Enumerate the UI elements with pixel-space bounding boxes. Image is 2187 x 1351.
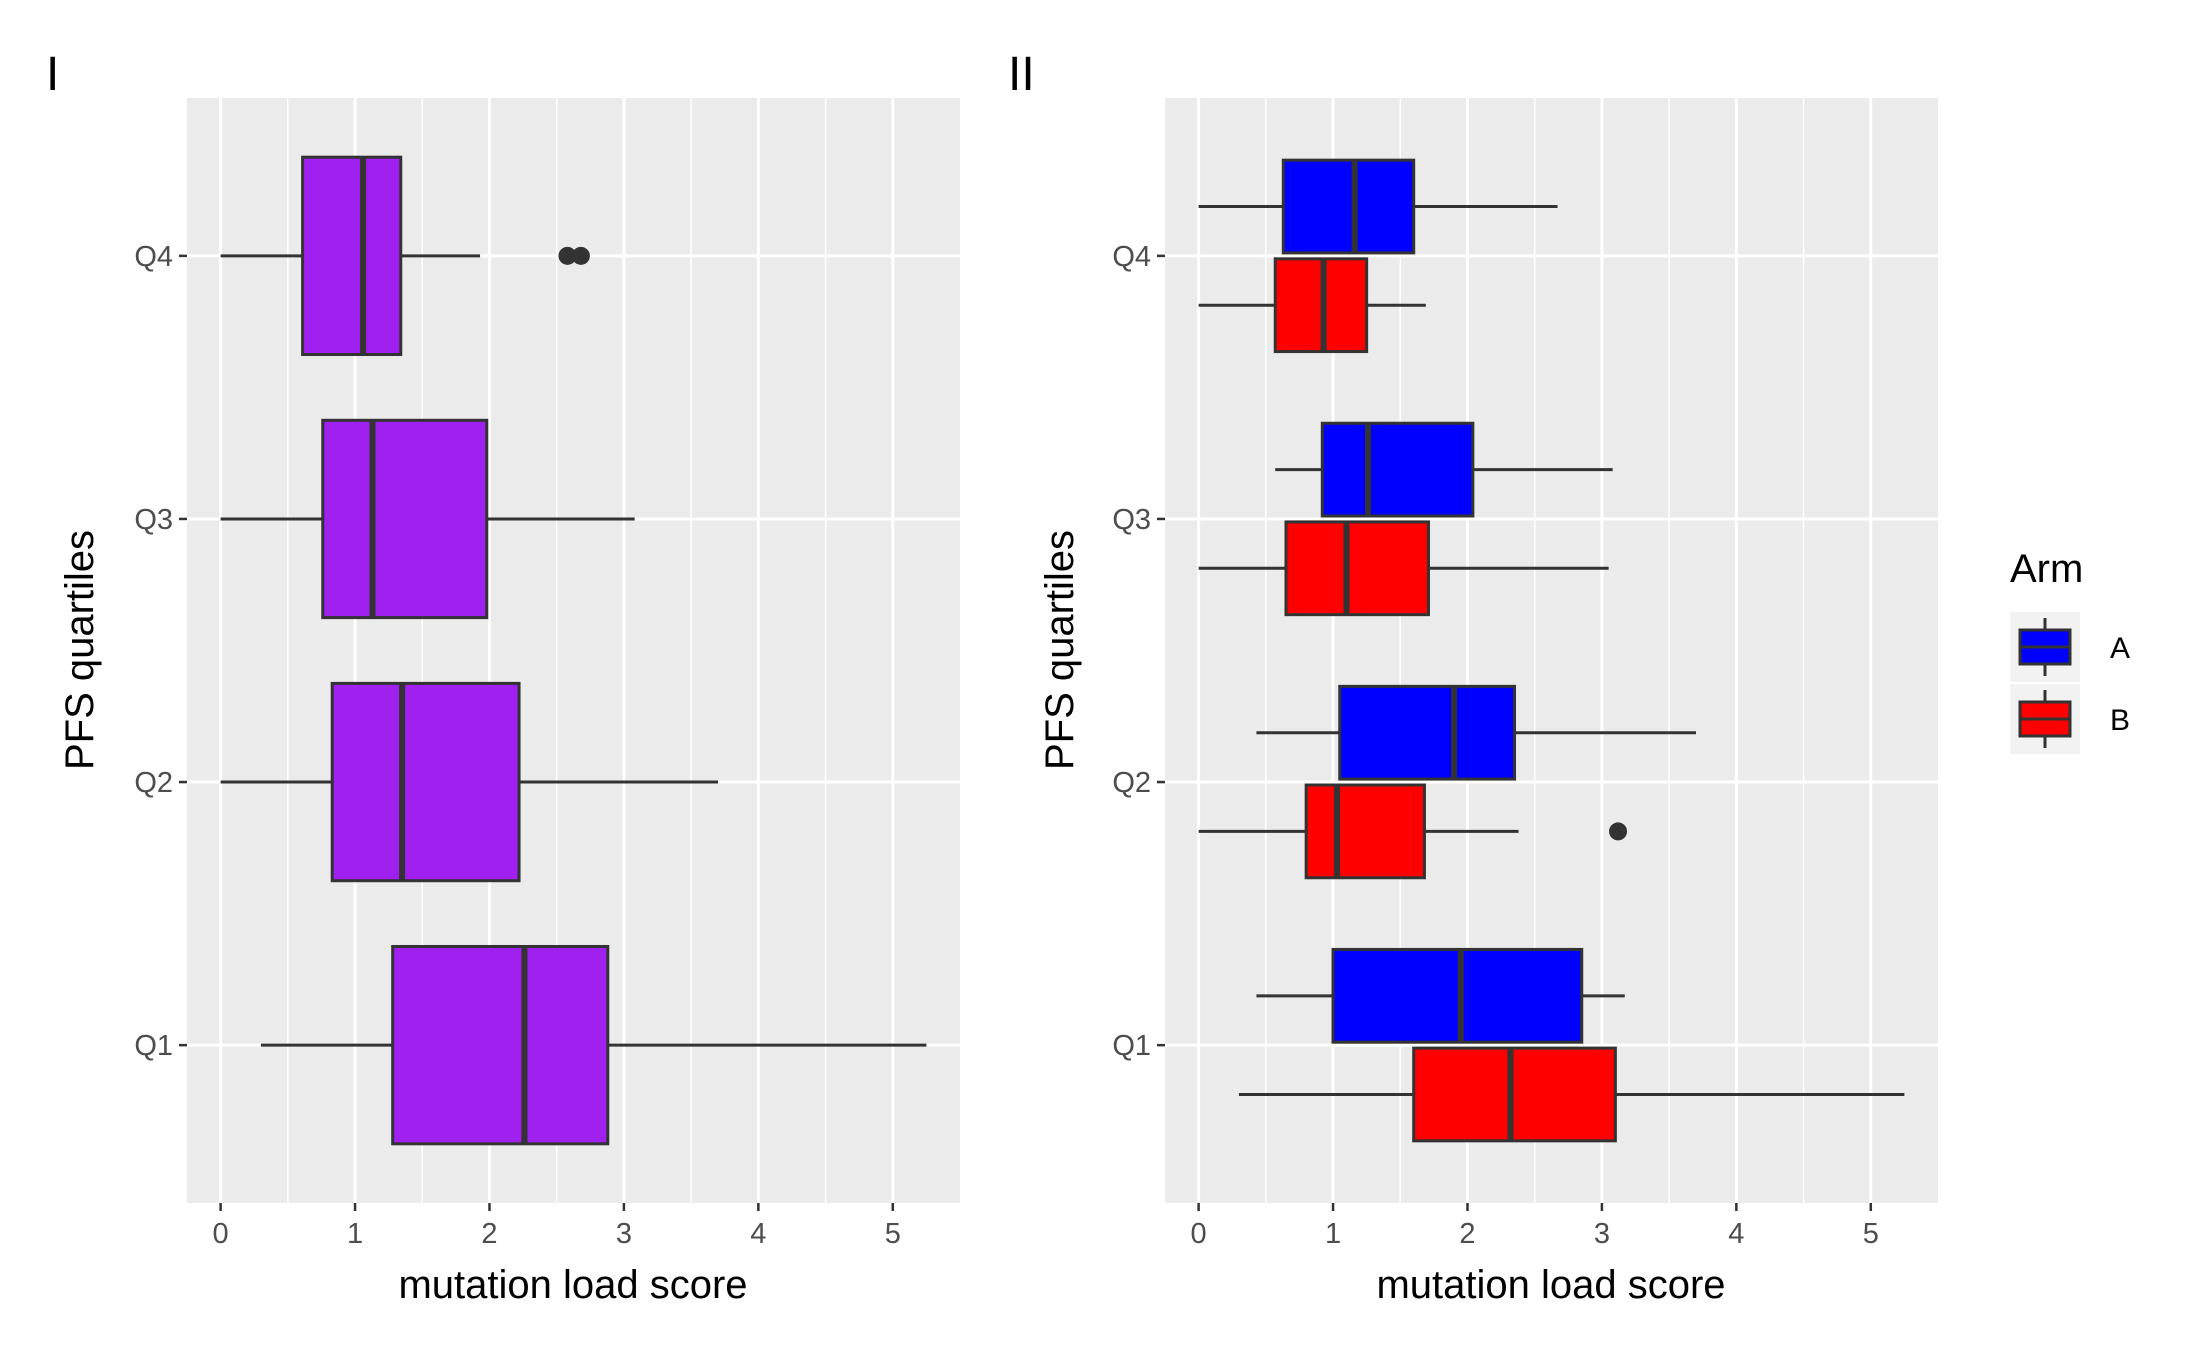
panel-1-x-tick-label: 4 (750, 1218, 766, 1250)
panel-1-x-tick-label: 5 (885, 1218, 901, 1250)
panel-1-y-tick-label: Q3 (134, 504, 173, 536)
panel-1-y-axis-title: PFS quartiles (58, 530, 102, 770)
iqr-box (1412, 1046, 1617, 1143)
panel-2-y-tick-label: Q4 (1112, 241, 1151, 273)
panel-1-y-tick-label: Q4 (134, 241, 173, 273)
panel-1-y-tick-label: Q1 (134, 1030, 173, 1062)
panel-2-marks (1198, 158, 1905, 1143)
panel-1-series-box-q2 (220, 681, 719, 883)
panel-1-x-tick-label: 3 (616, 1218, 632, 1250)
panel-2-tag: II (1008, 48, 1035, 101)
legend: Arm A B (2010, 547, 2130, 754)
panel-2-y-tick-label: Q1 (1112, 1030, 1151, 1062)
panel-2-series-a-box-q1 (1256, 947, 1625, 1044)
panel-1-x-tick-label: 1 (347, 1218, 363, 1250)
panel-2-series-b-box-q2 (1198, 783, 1628, 880)
panel-2-x-tick-label: 0 (1191, 1218, 1207, 1250)
legend-title: Arm (2010, 547, 2083, 591)
iqr-box (1284, 520, 1430, 617)
iqr-box (1338, 684, 1517, 781)
panel-1-ticks: 0 1 2 3 4 5 Q1 Q2 Q3 Q4 (134, 241, 901, 1250)
panel-1-marks (220, 155, 927, 1146)
iqr-box (1304, 783, 1426, 880)
iqr-box (330, 681, 521, 883)
panel-2-series-a-box-q3 (1275, 421, 1613, 518)
panel-1-y-tick-label: Q2 (134, 767, 173, 799)
panel-1-x-tick-label: 0 (213, 1218, 229, 1250)
outlier-point (1609, 822, 1628, 841)
panel-1: I 0 1 2 3 4 5 Q1 Q2 Q3 Q4 mutation load score PFS… (46, 48, 960, 1307)
panel-2-gridlines (1165, 98, 1938, 1203)
iqr-box (1281, 158, 1416, 255)
panel-2-series-b-box-q1 (1238, 1046, 1905, 1143)
legend-label-a: A (2110, 632, 2130, 665)
panel-2-x-tick-label: 3 (1594, 1218, 1610, 1250)
panel-2-ticks: 0 1 2 3 4 5 Q1 Q2 Q3 Q4 (1112, 241, 1879, 1250)
panel-2-x-tick-label: 1 (1325, 1218, 1341, 1250)
outlier-point (558, 246, 577, 265)
panel-2-series-b-box-q4 (1198, 257, 1426, 354)
panel-2-series-a-box-q2 (1256, 684, 1697, 781)
panel-2-x-axis-title: mutation load score (1376, 1263, 1725, 1307)
panel-2-series-a-box-q4 (1198, 158, 1558, 255)
panel-2-x-tick-label: 2 (1459, 1218, 1475, 1250)
panel-2-x-tick-label: 4 (1728, 1218, 1744, 1250)
panel-2-y-tick-label: Q2 (1112, 767, 1151, 799)
panel-1-series-box-q1 (260, 944, 927, 1146)
iqr-box (391, 944, 610, 1146)
iqr-box (301, 155, 403, 357)
iqr-box (1320, 421, 1475, 518)
panel-1-tag: I (46, 48, 59, 101)
panel-2-x-tick-label: 5 (1863, 1218, 1879, 1250)
panel-1-series-box-q3 (220, 418, 635, 620)
iqr-box (1331, 947, 1584, 1044)
legend-label-b: B (2110, 704, 2130, 737)
panel-1-x-tick-label: 2 (481, 1218, 497, 1250)
panel-2: II 0 1 2 3 4 5 Q1 Q2 Q3 Q4 mutation load score PF… (1008, 48, 1938, 1307)
panel-2-y-axis-title: PFS quartiles (1038, 530, 1082, 770)
outlier-point (571, 246, 590, 265)
iqr-box (321, 418, 489, 620)
panel-2-y-tick-label: Q3 (1112, 504, 1151, 536)
panel-1-series-box-q4 (220, 155, 590, 357)
panel-2-series-b-box-q3 (1198, 520, 1609, 617)
panel-1-x-axis-title: mutation load score (398, 1263, 747, 1307)
